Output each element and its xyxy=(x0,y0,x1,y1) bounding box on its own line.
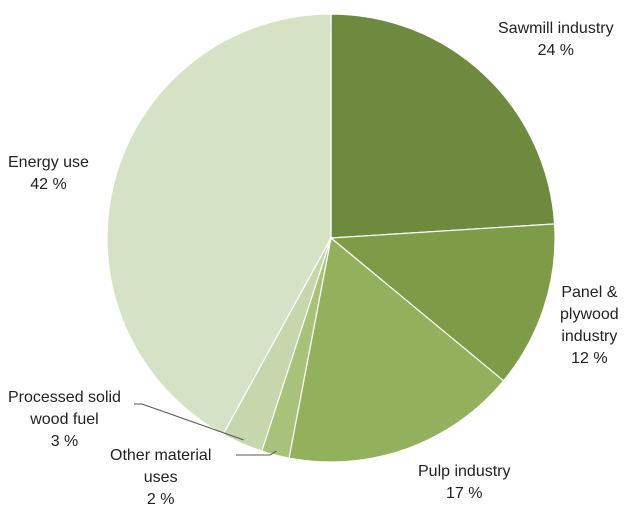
label-processed-solid-value: 3 % xyxy=(50,433,79,450)
label-panel-plywood-line1: Panel & xyxy=(561,284,618,301)
label-sawmill-industry-value: 24 % xyxy=(537,42,575,59)
label-energy-use-name: Energy use xyxy=(8,154,89,171)
label-processed-solid-line1: Processed solid xyxy=(8,389,121,406)
slice-energy-use xyxy=(106,13,332,436)
pie-slices xyxy=(106,13,556,463)
label-panel-plywood-line3: industry xyxy=(561,328,618,345)
label-other-material-value: 2 % xyxy=(146,491,175,508)
label-processed-solid-wood-fuel: Processed solid wood fuel 3 % xyxy=(8,387,121,453)
slice-sawmill-industry xyxy=(330,13,556,239)
label-other-material-line1: Other material xyxy=(110,447,212,464)
label-pulp-industry-name: Pulp industry xyxy=(418,463,511,480)
label-pulp-industry-value: 17 % xyxy=(446,485,483,502)
label-panel-plywood-value: 12 % xyxy=(571,350,608,367)
label-processed-solid-line2: wood fuel xyxy=(30,411,99,428)
leader-line-processed-solid-wood-fuel xyxy=(134,403,244,441)
label-pulp-industry: Pulp industry 17 % xyxy=(418,461,511,505)
label-energy-use-value: 42 % xyxy=(30,176,67,193)
slice-panel-plywood-industry xyxy=(329,223,556,382)
slice-pulp-industry xyxy=(288,236,505,463)
label-energy-use: Energy use 42 % xyxy=(8,152,89,196)
label-panel-plywood-industry: Panel & plywood industry 12 % xyxy=(560,282,619,370)
label-other-material-line2: uses xyxy=(143,469,178,486)
label-other-material-uses: Other material uses 2 % xyxy=(110,445,211,511)
label-sawmill-industry-name: Sawmill industry xyxy=(498,20,614,37)
label-panel-plywood-line2: plywood xyxy=(560,306,619,323)
leader-line-other-material-uses xyxy=(236,450,277,456)
label-sawmill-industry: Sawmill industry 24 % xyxy=(498,18,614,62)
leader-lines xyxy=(134,403,277,456)
